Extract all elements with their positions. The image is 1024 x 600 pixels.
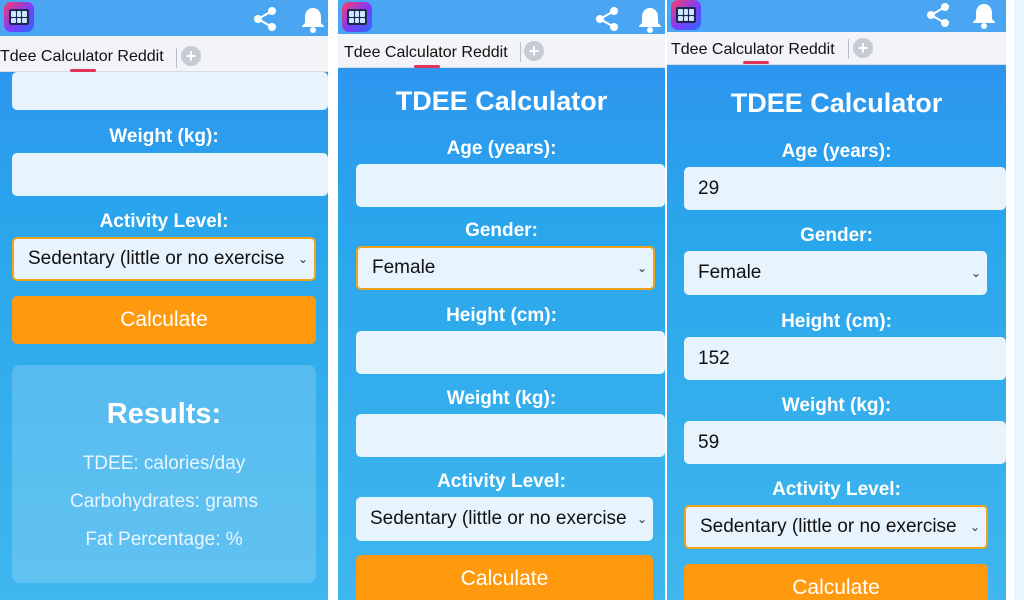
height-input[interactable] bbox=[356, 331, 665, 374]
screen-1: Tdee Calculator Reddit + Weight (kg): Ac… bbox=[0, 0, 328, 600]
activity-select-value: Sedentary (little or no exercise bbox=[700, 516, 957, 537]
activity-label: Activity Level: bbox=[772, 479, 901, 500]
app-top-bar bbox=[338, 0, 665, 36]
screen-2: Tdee Calculator Reddit + TDEE Calculator… bbox=[338, 0, 665, 600]
result-carbs: Carbohydrates: grams bbox=[70, 491, 258, 512]
calculate-button[interactable]: Calculate bbox=[684, 564, 988, 600]
chevron-down-icon: ⌄ bbox=[970, 266, 981, 280]
results-title: Results: bbox=[106, 398, 222, 430]
results-card: Results: TDEE: calories/day Carbohydrate… bbox=[12, 365, 316, 583]
share-icon[interactable] bbox=[923, 0, 953, 30]
tab-active-indicator bbox=[414, 65, 440, 68]
app-top-bar bbox=[0, 0, 328, 36]
chevron-down-icon: ⌄ bbox=[969, 520, 980, 534]
calculator-app-icon[interactable] bbox=[4, 2, 34, 32]
gender-select[interactable]: Female ⌄ bbox=[684, 251, 987, 295]
new-tab-button[interactable]: + bbox=[524, 41, 544, 61]
bell-icon[interactable] bbox=[298, 4, 328, 34]
gender-select-value: Female bbox=[372, 257, 436, 278]
tab-divider bbox=[520, 42, 521, 62]
age-label: Age (years): bbox=[446, 138, 557, 159]
share-icon[interactable] bbox=[250, 4, 280, 34]
tab-active-indicator bbox=[70, 69, 96, 72]
tab-title[interactable]: Tdee Calculator Reddit bbox=[344, 44, 508, 61]
activity-select-value: Sedentary (little or no exercise bbox=[28, 248, 285, 269]
bell-icon[interactable] bbox=[635, 4, 665, 34]
tab-active-indicator bbox=[743, 61, 769, 64]
share-icon[interactable] bbox=[592, 4, 622, 34]
activity-select[interactable]: Sedentary (little or no exercise ⌄ bbox=[12, 237, 316, 281]
tab-bar: Tdee Calculator Reddit + bbox=[338, 34, 665, 68]
height-label: Height (cm): bbox=[446, 305, 557, 326]
gender-select-value: Female bbox=[698, 262, 762, 283]
tab-title[interactable]: Tdee Calculator Reddit bbox=[671, 41, 835, 58]
activity-label: Activity Level: bbox=[99, 211, 229, 232]
height-label: Height (cm): bbox=[781, 311, 892, 332]
weight-label: Weight (kg): bbox=[109, 126, 219, 147]
weight-label: Weight (kg): bbox=[446, 388, 557, 409]
bell-icon[interactable] bbox=[969, 0, 999, 30]
page-title: TDEE Calculator bbox=[395, 86, 608, 116]
gender-label: Gender: bbox=[465, 220, 538, 241]
new-tab-button[interactable]: + bbox=[853, 38, 873, 58]
calculate-button[interactable]: Calculate bbox=[12, 296, 316, 344]
calculator-app-icon[interactable] bbox=[342, 2, 372, 32]
age-input[interactable]: 29 bbox=[684, 167, 1006, 210]
chevron-down-icon: ⌄ bbox=[636, 261, 647, 275]
tab-bar: Tdee Calculator Reddit + bbox=[0, 36, 328, 72]
weight-label: Weight (kg): bbox=[781, 395, 892, 416]
weight-input[interactable] bbox=[12, 153, 328, 196]
app-top-bar bbox=[667, 0, 1006, 32]
chevron-down-icon: ⌄ bbox=[297, 252, 308, 266]
activity-select[interactable]: Sedentary (little or no exercise ⌄ bbox=[356, 497, 653, 541]
activity-select-value: Sedentary (little or no exercise bbox=[370, 508, 627, 529]
calculate-button[interactable]: Calculate bbox=[356, 555, 653, 600]
screen-3: Tdee Calculator Reddit + TDEE Calculator… bbox=[667, 0, 1006, 600]
gender-select[interactable]: Female ⌄ bbox=[356, 246, 655, 290]
chevron-down-icon: ⌄ bbox=[636, 512, 647, 526]
result-tdee: TDEE: calories/day bbox=[82, 453, 246, 474]
tab-title[interactable]: Tdee Calculator Reddit bbox=[0, 48, 164, 65]
weight-input[interactable]: 59 bbox=[684, 421, 1006, 464]
gender-label: Gender: bbox=[800, 225, 873, 246]
tab-bar: Tdee Calculator Reddit + bbox=[667, 32, 1006, 65]
tab-divider bbox=[176, 48, 177, 68]
height-input[interactable] bbox=[12, 72, 328, 110]
height-input[interactable]: 152 bbox=[684, 337, 1006, 380]
age-input[interactable] bbox=[356, 164, 665, 207]
new-tab-button[interactable]: + bbox=[181, 46, 201, 66]
calculator-app-icon[interactable] bbox=[671, 0, 701, 30]
age-label: Age (years): bbox=[781, 141, 892, 162]
tab-divider bbox=[848, 39, 849, 59]
activity-select[interactable]: Sedentary (little or no exercise ⌄ bbox=[684, 505, 988, 549]
activity-label: Activity Level: bbox=[437, 471, 566, 492]
page-title: TDEE Calculator bbox=[730, 88, 943, 118]
weight-input[interactable] bbox=[356, 414, 665, 457]
screen-4-edge bbox=[1014, 0, 1024, 600]
result-fat: Fat Percentage: % bbox=[85, 529, 243, 550]
